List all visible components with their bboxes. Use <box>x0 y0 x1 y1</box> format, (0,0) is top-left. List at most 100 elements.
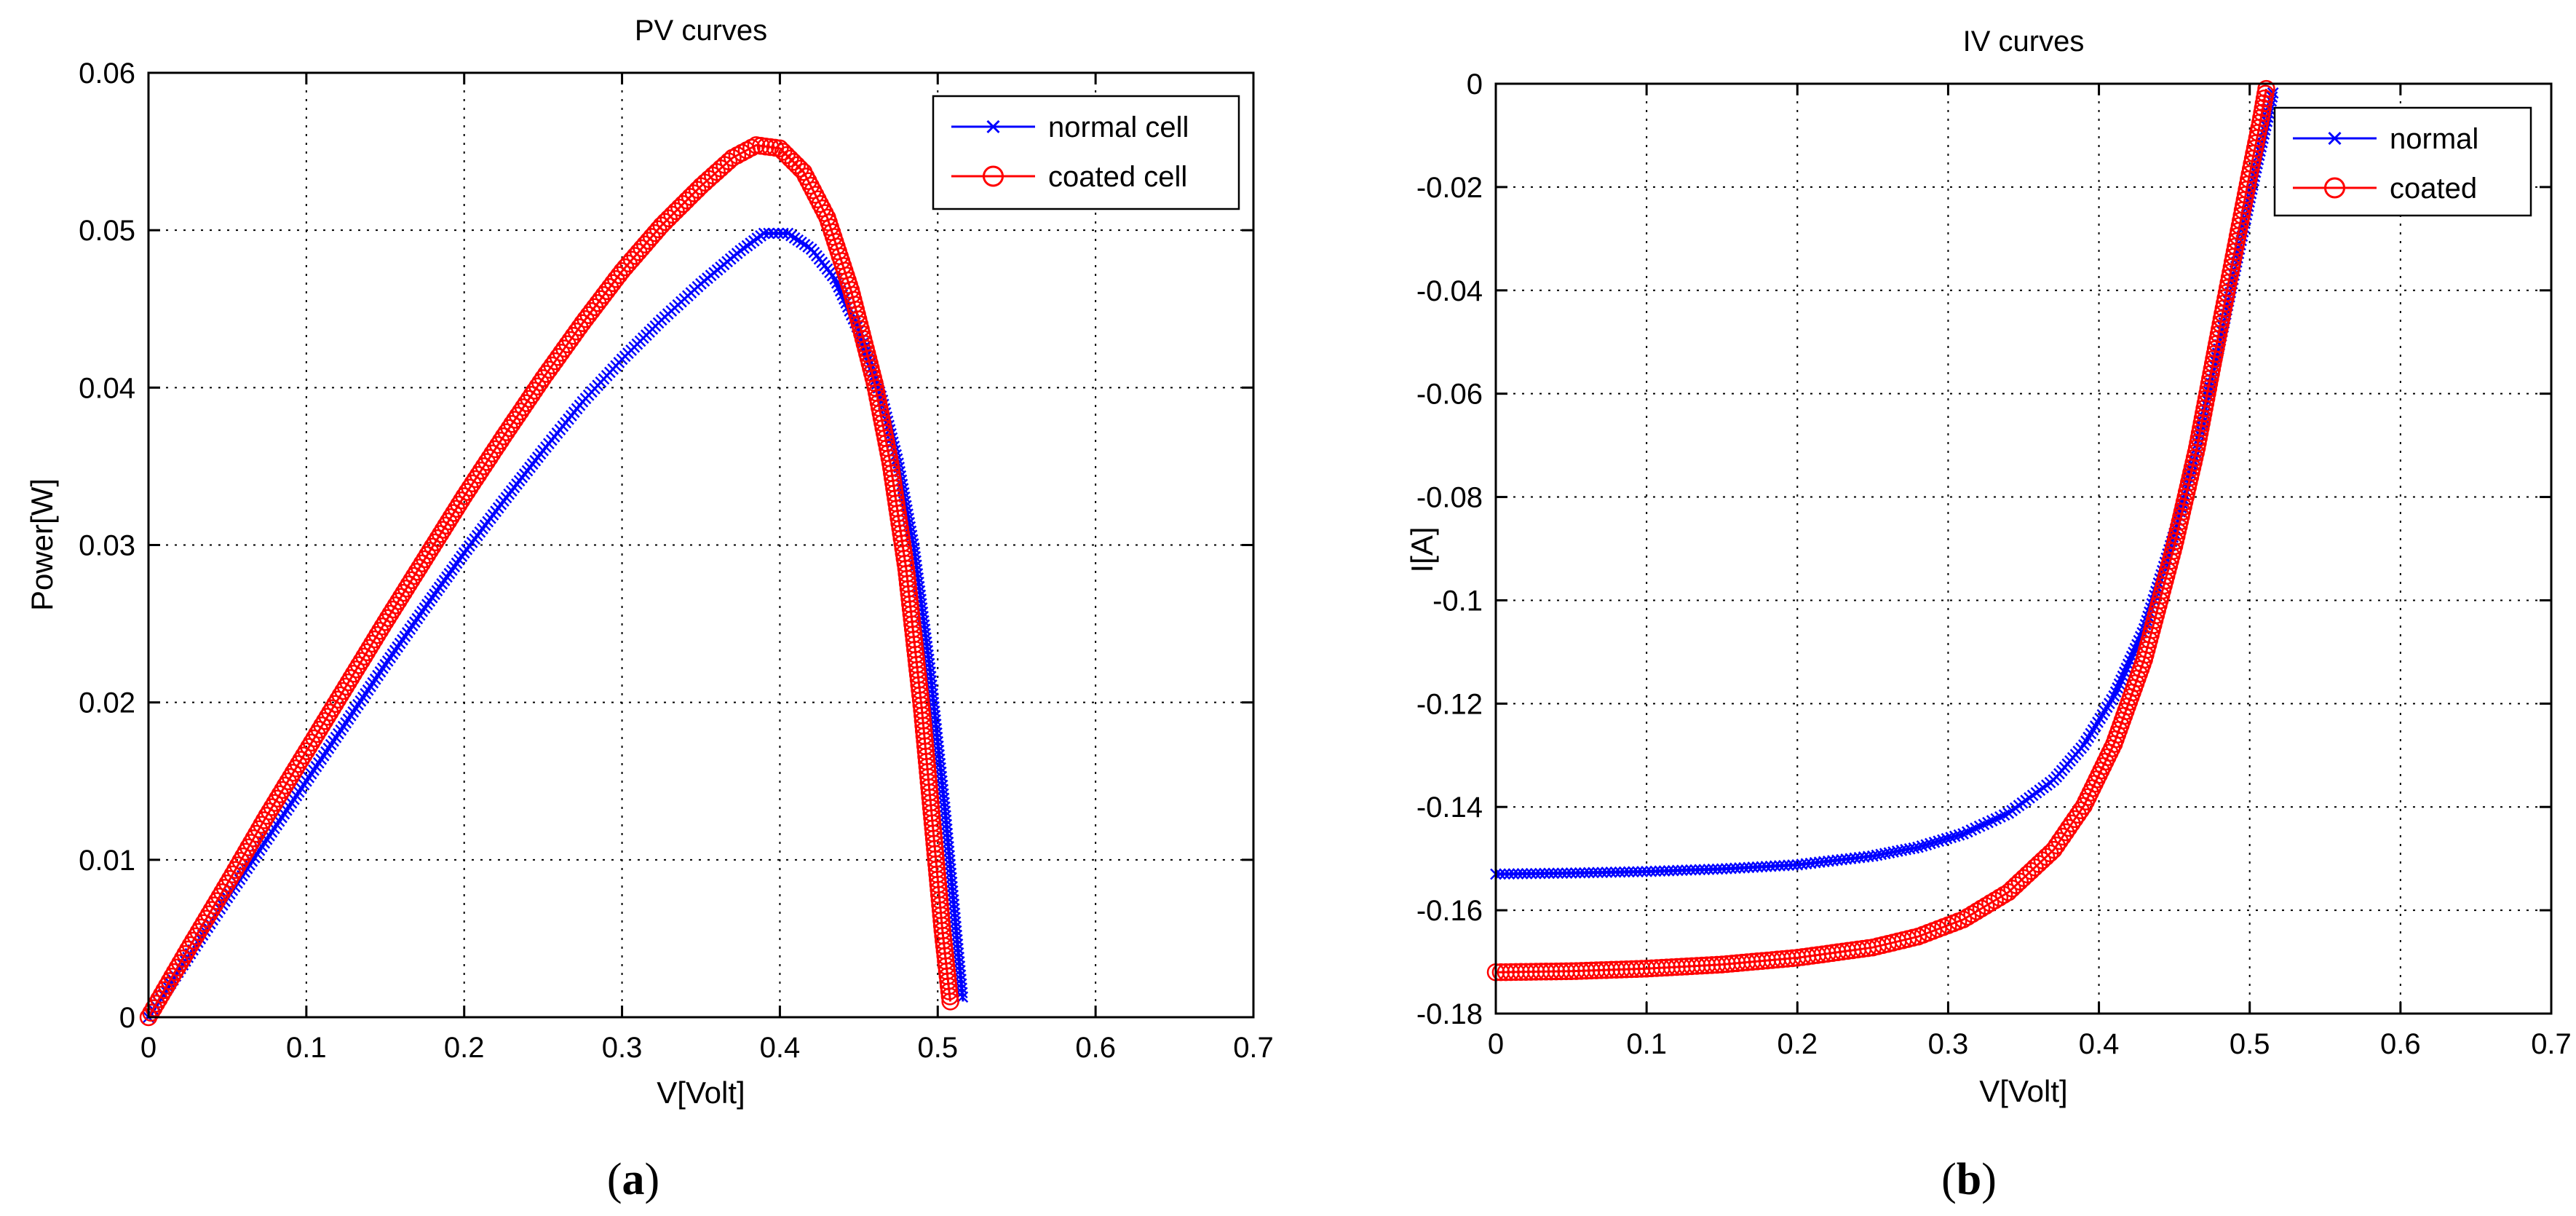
marker-x <box>1641 866 1652 877</box>
x-tick-label: 0.5 <box>2230 1028 2270 1060</box>
y-axis: 0 0.01 0.02 0.03 0.04 0.05 0.06 <box>79 58 1253 1034</box>
marker-circle <box>253 816 271 834</box>
marker-x <box>1521 868 1533 880</box>
y-axis: 0 -0.02 -0.04 -0.06 -0.08 -0.1 -0.12 -0.14 -0.16… <box>1416 68 2551 1030</box>
marker-x <box>1552 867 1564 880</box>
marker-x <box>1601 866 1613 878</box>
y-tick-label: 0.04 <box>79 372 135 404</box>
marker-circle <box>488 435 507 454</box>
marker-x <box>1747 861 1759 873</box>
marker-x <box>1743 861 1755 874</box>
marker-circle <box>207 892 226 910</box>
chart-title: PV curves <box>635 15 767 47</box>
marker-x <box>1654 865 1666 877</box>
marker-circle <box>788 156 806 175</box>
marker-x <box>1645 865 1657 877</box>
caption-open: ( <box>607 1155 622 1204</box>
marker-x <box>1703 864 1715 875</box>
x-tick-label: 0.1 <box>1626 1028 1667 1060</box>
marker-x <box>1547 867 1560 880</box>
marker-circle <box>176 944 194 963</box>
marker-x <box>1569 867 1582 879</box>
chart-pv: 0 0.1 0.2 0.3 0.4 0.5 0.6 0.700.010.020.030.040… <box>25 15 1274 1204</box>
marker-circle <box>223 865 242 884</box>
marker-circle <box>357 643 376 662</box>
chart-iv: 0 0.1 0.2 0.3 0.4 0.5 0.6 0.7 0 -0.02 -0.04 -0.06 -0… <box>1405 25 2572 1204</box>
marker-x <box>1729 862 1741 875</box>
marker-circle <box>194 914 213 932</box>
marker-circle <box>276 776 295 795</box>
marker-circle <box>192 918 210 937</box>
y-axis-label: Power[W] <box>25 478 59 611</box>
marker-x <box>1614 866 1626 878</box>
legend-label: coated cell <box>1048 161 1187 193</box>
marker-circle <box>1542 962 1561 981</box>
marker-circle <box>160 972 179 990</box>
marker-circle <box>1628 960 1646 979</box>
marker-circle <box>480 449 499 467</box>
marker-circle <box>1491 963 1510 982</box>
marker-x <box>1751 861 1764 873</box>
marker-x <box>1578 866 1590 879</box>
marker-x <box>1933 835 1945 848</box>
y-tick-label: -0.04 <box>1416 275 1483 307</box>
plot-area <box>1496 84 2551 1014</box>
marker-x <box>1632 866 1644 878</box>
series-normal-cell <box>143 227 969 1023</box>
x-tick-label: 0.7 <box>2531 1028 2572 1060</box>
marker-circle <box>360 639 379 658</box>
marker-circle <box>2053 827 2072 846</box>
series-coated-cell <box>139 136 959 1027</box>
marker-circle <box>186 927 205 946</box>
marker-circle <box>1552 962 1571 981</box>
y-axis-label: I[A] <box>1405 526 1439 572</box>
marker-circle <box>1582 961 1601 980</box>
marker-circle <box>469 465 488 484</box>
marker-x <box>1681 864 1692 876</box>
marker-circle <box>1986 891 2004 909</box>
marker-x <box>1949 830 1961 842</box>
x-tick-label: 0.6 <box>1075 1032 1116 1064</box>
marker-x <box>1561 867 1573 879</box>
y-tick-label: -0.12 <box>1416 688 1483 720</box>
marker-circle <box>352 652 371 670</box>
marker-circle <box>2069 805 2087 824</box>
marker-circle <box>237 842 255 861</box>
marker-x <box>1783 859 1794 872</box>
y-tick-label: -0.18 <box>1416 998 1483 1030</box>
marker-circle <box>355 647 373 666</box>
y-tick-label: 0 <box>119 1002 135 1034</box>
y-tick-label: 0.03 <box>79 530 135 562</box>
marker-circle <box>2059 818 2078 837</box>
caption-close: ) <box>1981 1155 1997 1204</box>
marker-circle <box>344 665 363 683</box>
marker-x <box>1636 866 1648 877</box>
marker-circle <box>323 699 342 717</box>
marker-circle <box>1607 960 1625 979</box>
marker-circle <box>1522 963 1540 981</box>
marker-circle <box>326 695 344 713</box>
marker-circle <box>266 794 284 812</box>
caption-letter: a <box>622 1155 645 1204</box>
marker-x <box>1556 867 1569 880</box>
marker-circle <box>1622 960 1641 979</box>
marker-x <box>1525 867 1537 880</box>
marker-circle <box>940 982 959 1000</box>
marker-circle <box>308 725 326 743</box>
panel-caption: (a) <box>607 1155 659 1204</box>
marker-circle <box>1567 962 1585 980</box>
marker-x <box>1662 865 1675 877</box>
marker-circle <box>2048 836 2066 855</box>
legend-label: coated <box>2390 173 2477 205</box>
legend-label: normal <box>2390 123 2478 155</box>
marker-x <box>763 227 775 240</box>
marker-circle <box>1502 963 1520 982</box>
marker-x <box>777 227 789 240</box>
marker-x <box>767 227 780 240</box>
marker-circle <box>315 712 334 730</box>
marker-circle <box>777 146 796 165</box>
marker-x <box>758 227 770 240</box>
marker-x <box>1725 862 1737 875</box>
marker-x <box>772 227 785 240</box>
marker-circle <box>784 153 803 171</box>
